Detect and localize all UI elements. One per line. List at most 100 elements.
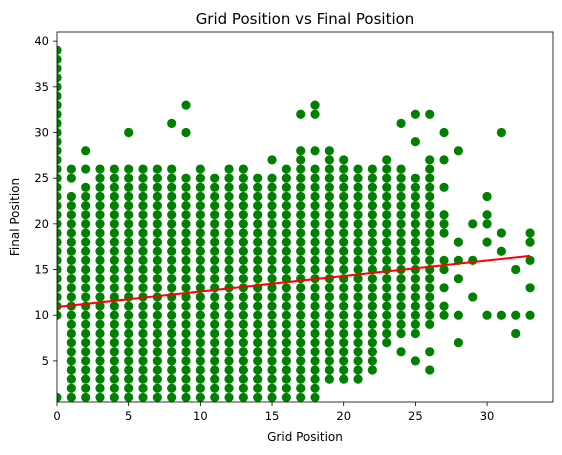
data-point <box>339 246 349 256</box>
data-point <box>281 310 291 320</box>
data-point <box>238 301 248 311</box>
data-point <box>57 164 62 174</box>
data-point <box>138 274 148 284</box>
data-point <box>267 173 277 183</box>
data-point <box>324 173 334 183</box>
data-point <box>152 255 162 265</box>
data-point <box>339 365 349 375</box>
data-point <box>167 164 177 174</box>
data-point <box>138 310 148 320</box>
data-point <box>109 347 119 357</box>
data-point <box>324 219 334 229</box>
data-point <box>210 310 220 320</box>
data-point <box>367 173 377 183</box>
data-point <box>425 173 435 183</box>
data-point <box>296 347 306 357</box>
data-point <box>410 109 420 119</box>
data-point <box>367 182 377 192</box>
data-point <box>138 383 148 393</box>
data-point <box>195 310 205 320</box>
data-point <box>210 383 220 393</box>
data-point <box>224 328 234 339</box>
data-point <box>310 283 320 293</box>
data-point <box>439 310 449 320</box>
data-point <box>396 301 406 311</box>
data-point <box>339 219 349 229</box>
data-point <box>267 356 277 366</box>
data-point <box>195 246 205 256</box>
data-point <box>138 283 148 293</box>
data-point <box>109 228 119 238</box>
data-point <box>353 191 363 202</box>
data-point <box>109 283 119 293</box>
data-point <box>195 292 205 302</box>
data-point <box>425 310 435 320</box>
data-point <box>525 283 535 293</box>
data-point <box>195 191 205 202</box>
data-point <box>57 264 62 275</box>
data-point <box>124 127 134 138</box>
data-point <box>181 310 191 320</box>
data-point <box>324 310 334 320</box>
data-point <box>324 347 334 357</box>
data-point <box>210 219 220 229</box>
x-tick-label: 25 <box>408 409 423 423</box>
data-point <box>281 164 291 174</box>
data-point <box>310 319 320 329</box>
data-point <box>353 274 363 284</box>
data-point <box>124 392 134 402</box>
data-point <box>281 374 291 384</box>
data-point <box>138 392 148 402</box>
data-point <box>224 356 234 366</box>
data-point <box>410 182 420 192</box>
data-point <box>152 219 162 229</box>
data-point <box>281 347 291 357</box>
data-point <box>210 173 220 183</box>
data-point <box>396 237 406 247</box>
data-point <box>281 328 291 339</box>
data-point <box>195 338 205 348</box>
data-point <box>238 219 248 229</box>
data-point <box>224 246 234 256</box>
data-point <box>296 191 306 202</box>
data-point <box>324 328 334 339</box>
data-point <box>224 319 234 329</box>
data-point <box>195 374 205 384</box>
data-point <box>425 191 435 202</box>
data-point <box>224 255 234 265</box>
data-point <box>267 274 277 284</box>
data-point <box>224 228 234 238</box>
data-point <box>109 310 119 320</box>
data-point <box>195 264 205 275</box>
data-point <box>238 182 248 192</box>
data-point <box>425 255 435 265</box>
data-point <box>339 255 349 265</box>
data-point <box>525 255 535 265</box>
data-point <box>81 392 91 402</box>
data-point <box>238 274 248 284</box>
data-point <box>396 246 406 256</box>
data-point <box>396 164 406 174</box>
data-point <box>253 173 263 183</box>
data-point <box>167 228 177 238</box>
data-point <box>124 173 134 183</box>
data-point <box>124 182 134 192</box>
data-point <box>296 109 306 119</box>
data-point <box>353 164 363 174</box>
data-point <box>339 155 349 165</box>
data-point <box>210 210 220 220</box>
data-point <box>267 365 277 375</box>
y-tick-label: 40 <box>34 34 49 48</box>
data-point <box>367 310 377 320</box>
data-point <box>109 264 119 275</box>
data-point <box>224 219 234 229</box>
data-point <box>57 109 62 119</box>
data-point <box>410 292 420 302</box>
data-point <box>324 246 334 256</box>
data-point <box>138 365 148 375</box>
data-point <box>296 237 306 247</box>
x-tick-label: 10 <box>193 409 208 423</box>
data-point <box>57 237 62 247</box>
data-point <box>109 274 119 284</box>
